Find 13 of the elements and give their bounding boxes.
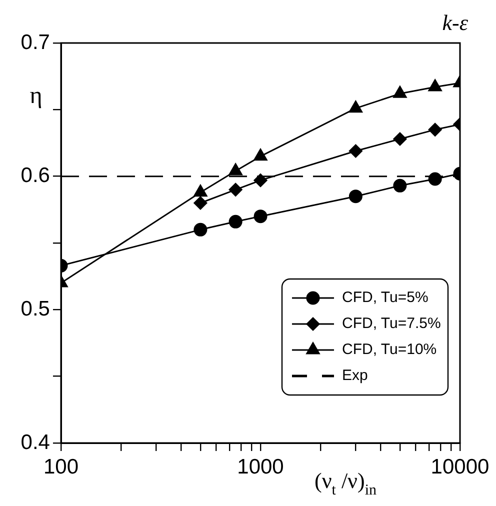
legend-label: CFD, Tu=7.5% <box>342 315 441 332</box>
x-tick-label: 100 <box>43 455 79 478</box>
legend-label: CFD, Tu=5% <box>342 289 428 306</box>
x-tick-label: 1000 <box>237 455 284 478</box>
y-tick-label: 0.7 <box>20 30 50 54</box>
chart-title: k-ε <box>442 10 468 35</box>
y-axis-title: η <box>30 83 42 109</box>
y-tick-label: 0.6 <box>20 164 50 188</box>
y-tick-label: 0.5 <box>20 297 50 320</box>
legend-label: Exp <box>342 367 368 384</box>
legend-label: CFD, Tu=10% <box>342 341 437 358</box>
x-tick-label: 10000 <box>430 455 490 478</box>
y-tick-label: 0.4 <box>20 430 50 454</box>
